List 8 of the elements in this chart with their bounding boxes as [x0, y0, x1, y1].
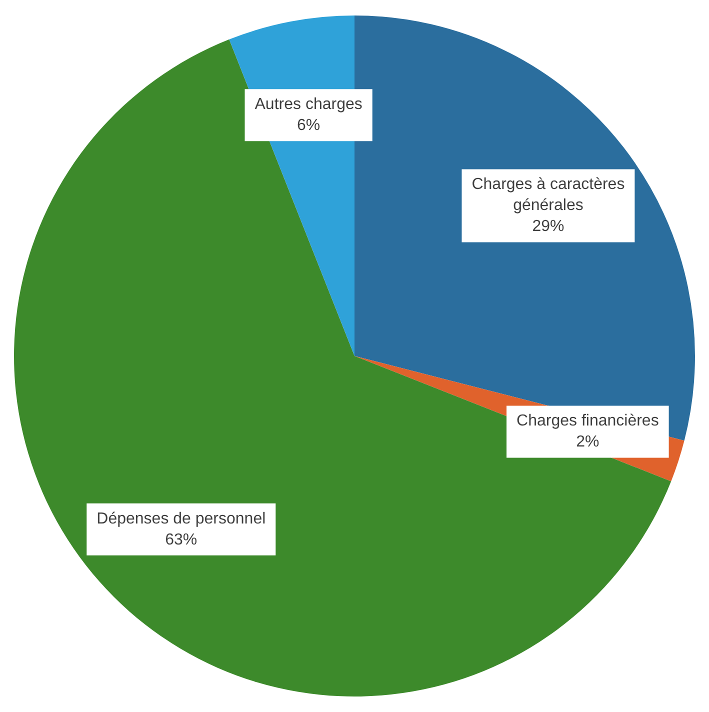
data-label: 6% — [297, 117, 320, 134]
data-label: 63% — [165, 531, 198, 548]
data-label: 2% — [576, 434, 600, 451]
data-label: 29% — [532, 218, 564, 236]
slice-label: Autres charges — [254, 96, 362, 114]
slice-label: Charges à caractères générales — [472, 176, 625, 214]
slice-label: Dépenses de personnel — [96, 510, 266, 528]
slice-label: Charges financières — [516, 412, 659, 430]
